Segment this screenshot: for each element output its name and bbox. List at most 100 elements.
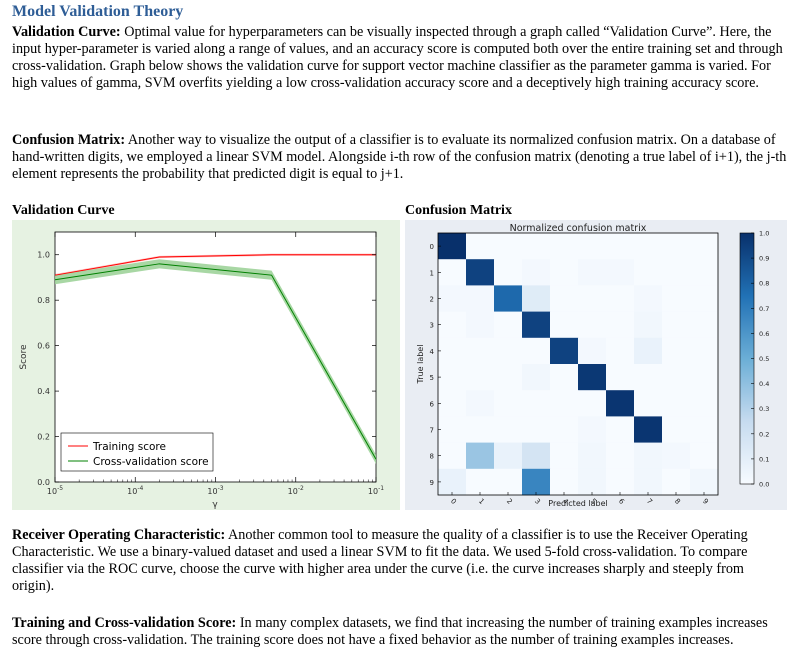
colorbar-tick-label: 1.0 bbox=[759, 230, 769, 238]
paragraph-heading: Training and Cross-validation Score: bbox=[12, 615, 237, 631]
x-tick-label: 10-2 bbox=[288, 485, 304, 496]
y-tick-label: 6 bbox=[430, 400, 435, 408]
matrix-cell-0-2 bbox=[494, 233, 523, 260]
matrix-cell-2-6 bbox=[606, 285, 635, 312]
matrix-cell-2-3 bbox=[522, 285, 551, 312]
matrix-cell-5-9 bbox=[690, 364, 719, 391]
paragraph-body: Another common tool to measure the quali… bbox=[12, 527, 748, 594]
paragraph-confusion-matrix: Confusion Matrix: Another way to visuali… bbox=[12, 132, 787, 183]
paragraph-heading: Validation Curve: bbox=[12, 24, 121, 40]
matrix-cell-9-8 bbox=[662, 468, 691, 496]
matrix-cell-9-4 bbox=[550, 468, 579, 496]
x-tick-label: 5 bbox=[589, 497, 598, 506]
matrix-cell-1-7 bbox=[634, 259, 663, 286]
y-tick-label: 0.0 bbox=[37, 478, 50, 487]
matrix-cell-7-2 bbox=[494, 416, 523, 443]
matrix-cell-7-9 bbox=[690, 416, 719, 443]
x-axis-label: Predicted label bbox=[548, 499, 607, 508]
y-tick-label: 2 bbox=[430, 296, 434, 304]
matrix-cell-7-6 bbox=[606, 416, 635, 443]
matrix-cell-2-1 bbox=[466, 285, 495, 312]
matrix-cell-5-0 bbox=[438, 364, 467, 391]
chart-title: Normalized confusion matrix bbox=[510, 223, 647, 234]
matrix-cell-4-8 bbox=[662, 337, 691, 365]
matrix-cell-6-7 bbox=[634, 390, 663, 417]
matrix-cell-3-0 bbox=[438, 311, 467, 339]
section-title: Model Validation Theory bbox=[12, 3, 184, 20]
matrix-cell-7-8 bbox=[662, 416, 691, 443]
matrix-cell-3-7 bbox=[634, 311, 663, 339]
matrix-cell-0-8 bbox=[662, 233, 691, 260]
colorbar-tick-label: 0.8 bbox=[759, 280, 769, 288]
matrix-cell-6-4 bbox=[550, 390, 579, 417]
matrix-cell-8-7 bbox=[634, 442, 663, 470]
matrix-cell-1-6 bbox=[606, 259, 635, 286]
matrix-cell-4-5 bbox=[578, 337, 607, 365]
matrix-cell-4-3 bbox=[522, 337, 551, 365]
x-tick-label: 2 bbox=[505, 497, 514, 506]
legend-label-training: Training score bbox=[92, 441, 166, 453]
y-axis-label: Score bbox=[19, 344, 29, 370]
matrix-cell-7-7 bbox=[634, 416, 663, 443]
y-tick-label: 8 bbox=[430, 453, 434, 461]
matrix-cell-3-4 bbox=[550, 311, 579, 339]
matrix-cell-4-4 bbox=[550, 337, 579, 365]
x-tick-label: 9 bbox=[701, 497, 710, 506]
matrix-cell-1-9 bbox=[690, 259, 719, 286]
matrix-cell-2-8 bbox=[662, 285, 691, 312]
matrix-cell-3-2 bbox=[494, 311, 523, 339]
matrix-cell-9-2 bbox=[494, 468, 523, 496]
matrix-cell-7-1 bbox=[466, 416, 495, 443]
matrix-cell-5-5 bbox=[578, 364, 607, 391]
matrix-cell-5-6 bbox=[606, 364, 635, 391]
matrix-cell-5-7 bbox=[634, 364, 663, 391]
matrix-cell-8-0 bbox=[438, 442, 467, 470]
paragraph-body: Another way to visualize the output of a… bbox=[12, 132, 787, 182]
matrix-cell-6-3 bbox=[522, 390, 551, 417]
matrix-cell-1-8 bbox=[662, 259, 691, 286]
confusion-matrix-chart: Normalized confusion matrix 0 1 2 3 4 5 6 7 8 9 0… bbox=[405, 220, 787, 510]
matrix-cell-6-5 bbox=[578, 390, 607, 417]
confusion-figure-label: Confusion Matrix bbox=[405, 203, 512, 218]
matrix-frame bbox=[437, 232, 719, 496]
x-tick-label: 8 bbox=[673, 497, 682, 506]
x-tick-label: 10-5 bbox=[47, 485, 63, 496]
y-tick-label: 0.8 bbox=[37, 296, 50, 305]
x-tick-label: 1 bbox=[477, 497, 486, 506]
matrix-cell-8-2 bbox=[494, 442, 523, 470]
matrix-cell-6-6 bbox=[606, 390, 635, 417]
matrix-cell-3-5 bbox=[578, 311, 607, 339]
matrix-cell-9-1 bbox=[466, 468, 495, 496]
matrix-cell-0-4 bbox=[550, 233, 579, 260]
matrix-cell-0-3 bbox=[522, 233, 551, 260]
matrix-cell-9-9 bbox=[690, 468, 719, 496]
band-series-0 bbox=[55, 253, 376, 277]
paragraph-validation-curve: Validation Curve: Optimal value for hype… bbox=[12, 24, 787, 92]
matrix-cell-3-9 bbox=[690, 311, 719, 339]
matrix-cell-4-1 bbox=[466, 337, 495, 365]
matrix-cell-0-5 bbox=[578, 233, 607, 260]
matrix-cell-1-0 bbox=[438, 259, 467, 286]
matrix-cell-8-8 bbox=[662, 442, 691, 470]
matrix-cell-5-3 bbox=[522, 364, 551, 391]
matrix-cell-8-4 bbox=[550, 442, 579, 470]
y-tick-label: 0.4 bbox=[37, 387, 50, 396]
paragraph-heading: Confusion Matrix: bbox=[12, 132, 126, 148]
matrix-cell-5-1 bbox=[466, 364, 495, 391]
x-tick-label: 3 bbox=[533, 497, 542, 506]
matrix-cell-8-5 bbox=[578, 442, 607, 470]
x-tick-label: 7 bbox=[645, 497, 654, 506]
matrix-cell-7-0 bbox=[438, 416, 467, 443]
y-axis-label: True label bbox=[416, 345, 425, 385]
matrix-cell-9-0 bbox=[438, 468, 467, 496]
matrix-cell-3-3 bbox=[522, 311, 551, 339]
matrix-cell-8-3 bbox=[522, 442, 551, 470]
matrix-cell-4-7 bbox=[634, 337, 663, 365]
x-tick-label: 10-1 bbox=[368, 485, 384, 496]
matrix-cell-1-1 bbox=[466, 259, 495, 286]
matrix-cell-6-1 bbox=[466, 390, 495, 417]
y-tick-label: 0 bbox=[430, 243, 434, 251]
matrix-cell-0-9 bbox=[690, 233, 719, 260]
matrix-cell-5-4 bbox=[550, 364, 579, 391]
colorbar-tick-label: 0.9 bbox=[759, 255, 769, 263]
